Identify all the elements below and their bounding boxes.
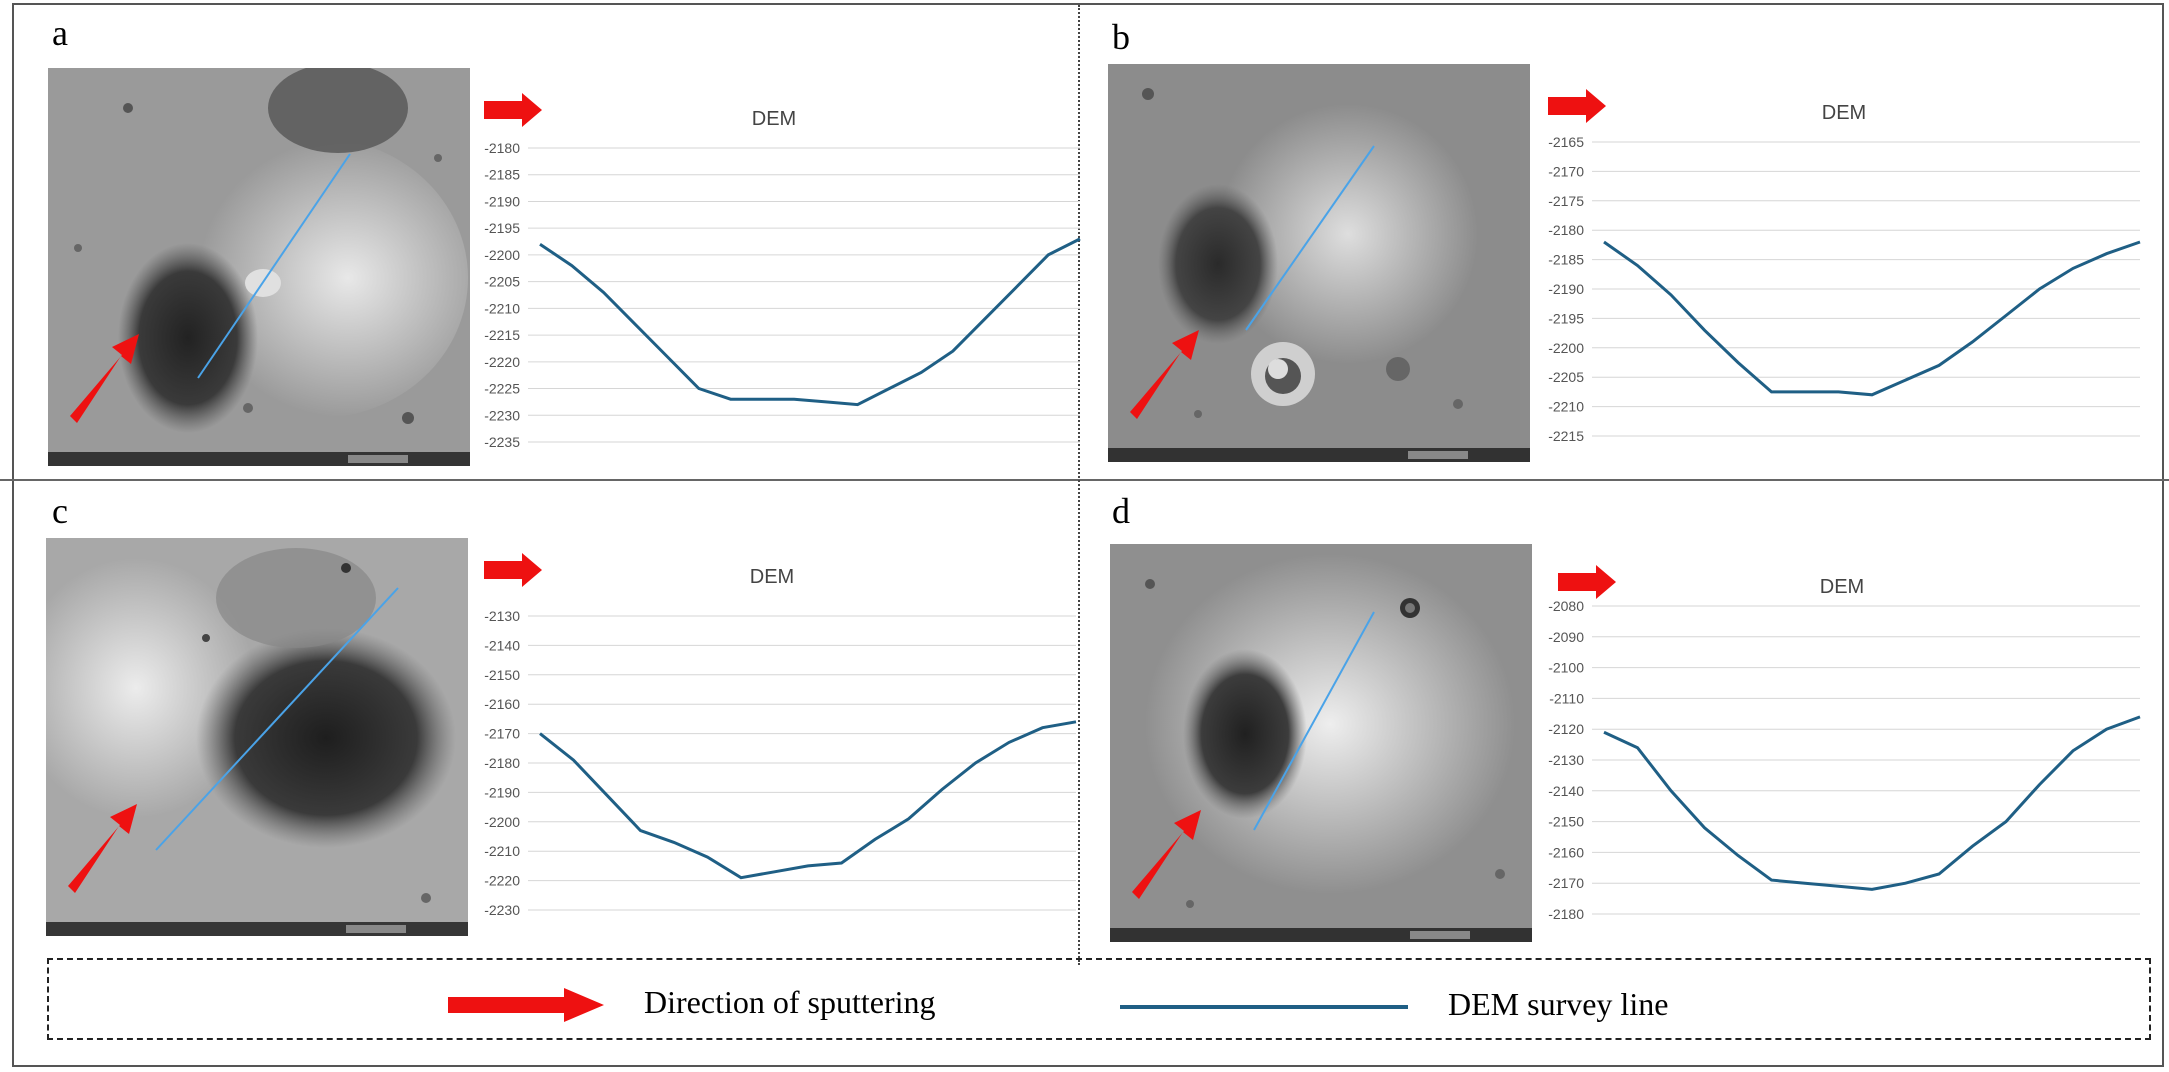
panel-b-ytick-label: -2190: [1548, 281, 1584, 297]
panel-c-grid: [528, 615, 1076, 911]
panel-b-grid: [1592, 141, 2140, 437]
panel-b-ytick-label: -2175: [1548, 193, 1584, 209]
panel-b-ytick-label: -2180: [1548, 222, 1584, 238]
panel-a-dem-chart: DEM -2180 -2185 -2190 -2195 -2200 -2205 -2210-…: [472, 90, 1084, 460]
panel-c-ytick-label: -2180: [484, 755, 520, 771]
panel-b-label: b: [1112, 17, 1130, 57]
panel-b-lunar-image: [1108, 64, 1530, 462]
panel-d-ytick-label: -2090: [1548, 629, 1584, 645]
panel-d-ytick-label: -2180: [1548, 906, 1584, 922]
panel-a-ytick-label: -2215: [484, 327, 520, 343]
panel-b-series-line: [1603, 240, 2141, 397]
panel-b-ytick-label: -2200: [1548, 340, 1584, 356]
panel-a-ytick-label: -2200: [484, 247, 520, 263]
legend-box: [47, 958, 2151, 1040]
panel-a-grid: [528, 147, 1080, 443]
panel-b-ytick-label: -2210: [1548, 399, 1584, 415]
panel-d-ytick-label: -2130: [1548, 752, 1584, 768]
panel-c-ytick-label: -2130: [484, 608, 520, 624]
panel-c-ytick-label: -2140: [484, 637, 520, 653]
panel-d-chart-arrow: [1558, 565, 1616, 599]
panel-c-dem-chart: DEM -2130 -2140 -2150 -2160 -2170 -2180 -2190-…: [472, 553, 1084, 926]
panel-c-ytick-label: -2170: [484, 726, 520, 742]
panel-c-chart-title: DEM: [750, 566, 794, 588]
panel-d-label: d: [1112, 491, 1130, 531]
panel-c-label: c: [52, 491, 68, 531]
panel-c-ytick-label: -2150: [484, 667, 520, 683]
legend-arrow-label: Direction of sputtering: [644, 984, 936, 1020]
panel-a-chart-svg: DEM -2180-2185-2190-2195-2200-2205-2210-…: [484, 93, 1081, 450]
panel-d-ytick-label: -2160: [1548, 844, 1584, 860]
panel-a-ytick-label: -2220: [484, 354, 520, 370]
panel-c-ticks: -2130 -2140 -2150 -2160 -2170 -2180 -2190 -2200…: [484, 608, 520, 918]
panel-d-ytick-label: -2140: [1548, 783, 1584, 799]
panel-c-ytick-label: -2230: [484, 902, 520, 918]
panel-a-chart-arrow: [484, 93, 542, 127]
legend-line-icon: [1120, 1005, 1408, 1009]
panel-a-series-line: [539, 237, 1081, 407]
panel-a-label: a: [52, 13, 68, 53]
panel-d-chart-svg: DEM -2080-2090-2100-2110-2120-2130-2140-…: [1548, 565, 2141, 922]
panel-b-ytick-label: -2170: [1548, 163, 1584, 179]
panel-d-series-line: [1603, 715, 2141, 891]
panel-d-grid: [1592, 605, 2140, 915]
panel-a-ticks: -2180 -2185 -2190 -2195 -2200 -2205 -2210 -2215…: [484, 140, 520, 450]
panel-b-dem-chart: DEM -2165 -2170 -2175 -2180 -2185 -2190 -2195-…: [1536, 86, 2146, 456]
panel-a-survey-line: [197, 153, 351, 379]
panel-d-ytick-label: -2080: [1548, 598, 1584, 614]
panel-d-ytick-label: -2150: [1548, 814, 1584, 830]
panel-b-ytick-label: -2215: [1548, 428, 1584, 444]
panel-a-sputter-arrow: [70, 334, 139, 423]
panel-a-ytick-label: -2210: [484, 300, 520, 316]
panel-a-ytick-label: -2180: [484, 140, 520, 156]
panel-a-ytick-label: -2235: [484, 434, 520, 450]
panel-d-ytick-label: -2170: [1548, 875, 1584, 891]
panel-a-ytick-label: -2205: [484, 274, 520, 290]
panel-b-ytick-label: -2205: [1548, 369, 1584, 385]
panel-c-ytick-label: -2190: [484, 784, 520, 800]
panel-d-sputter-arrow: [1132, 810, 1201, 899]
panel-d-ytick-label: -2100: [1548, 660, 1584, 676]
legend-line-label: DEM survey line: [1448, 986, 1669, 1022]
figure-frame: [12, 3, 2164, 1067]
panel-c-ytick-label: -2160: [484, 696, 520, 712]
panel-c-ytick-label: -2200: [484, 814, 520, 830]
panel-b-ticks: -2165 -2170 -2175 -2180 -2185 -2190 -2195 -2200…: [1548, 134, 1584, 444]
panel-c-ytick-label: -2210: [484, 843, 520, 859]
panel-a-ytick-label: -2230: [484, 407, 520, 423]
panel-b-ytick-label: -2195: [1548, 310, 1584, 326]
panel-a-ytick-label: -2195: [484, 220, 520, 236]
panel-b-chart-svg: DEM -2165-2170-2175-2180-2185-2190-2195-…: [1548, 89, 2141, 444]
legend-arrow-icon: [448, 988, 604, 1022]
vertical-divider: [1078, 5, 1080, 965]
panel-b-ytick-label: -2185: [1548, 252, 1584, 268]
panel-a-lunar-image: [48, 68, 470, 466]
panel-d-dem-chart: DEM -2080 -2090 -2100 -2110 -2120 -2130 -2140-…: [1536, 565, 2146, 936]
panel-d-lunar-image: [1110, 544, 1532, 942]
panel-a-ytick-label: -2185: [484, 167, 520, 183]
panel-a-chart-title: DEM: [752, 108, 796, 130]
panel-b-ytick-label: -2165: [1548, 134, 1584, 150]
panel-a-ytick-label: -2225: [484, 381, 520, 397]
panel-b-sputter-arrow: [1130, 330, 1199, 419]
panel-c-chart-arrow: [484, 553, 542, 587]
panel-b-chart-title: DEM: [1822, 102, 1866, 124]
panel-d-survey-line: [1253, 611, 1375, 831]
panel-c-lunar-image: [46, 538, 468, 936]
panel-b-chart-arrow: [1548, 89, 1606, 123]
panel-c-series-line: [539, 720, 1077, 880]
panel-b-survey-line: [1245, 145, 1375, 331]
panel-d-ytick-label: -2120: [1548, 721, 1584, 737]
panel-d-ticks: -2080 -2090 -2100 -2110 -2120 -2130 -2140 -2150…: [1548, 598, 1584, 922]
panel-a-ytick-label: -2190: [484, 193, 520, 209]
panel-c-chart-svg: DEM -2130-2140-2150-2160-2170-2180-2190-…: [484, 553, 1077, 918]
panel-d-ytick-label: -2110: [1549, 690, 1584, 706]
panel-d-chart-title: DEM: [1820, 576, 1864, 598]
panel-c-ytick-label: -2220: [484, 873, 520, 889]
horizontal-divider: [0, 479, 2169, 481]
panel-c-sputter-arrow: [68, 804, 137, 893]
panel-c-survey-line: [155, 587, 399, 851]
